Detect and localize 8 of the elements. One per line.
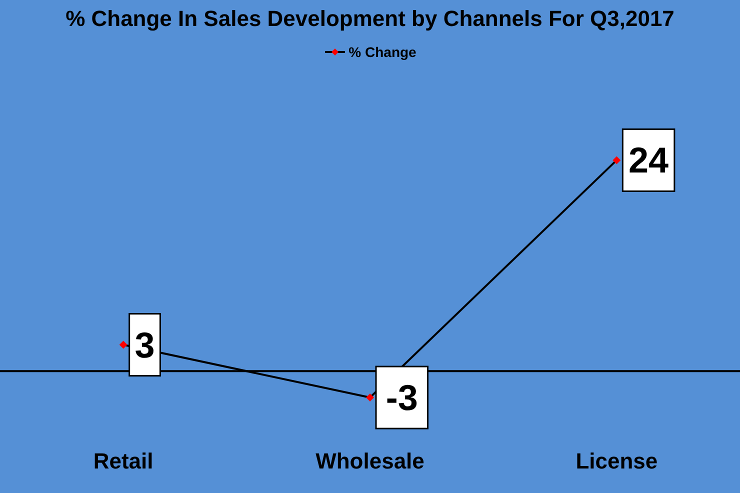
data-label: 3 (134, 324, 155, 366)
data-label: -3 (386, 377, 418, 418)
legend-label: % Change (348, 44, 416, 60)
x-tick-label: Retail (93, 448, 154, 474)
chart-title: % Change In Sales Development by Channels For Q3,2017 (64, 5, 676, 33)
x-tick-label: Wholesale (316, 448, 424, 474)
data-label: 24 (628, 140, 669, 181)
x-tick-label: License (576, 448, 658, 474)
